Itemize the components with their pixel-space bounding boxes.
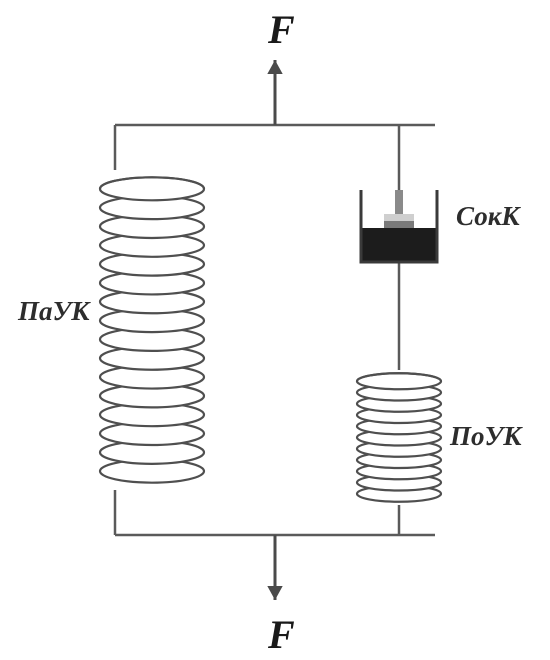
piston-top: [384, 214, 414, 221]
force-label-bottom: F: [267, 612, 295, 657]
label-pouk: ПоУК: [449, 421, 523, 451]
left-spring: [100, 170, 204, 483]
dashpot: [361, 190, 437, 262]
label-pauk: ПаУК: [17, 296, 91, 326]
right-spring: [357, 370, 441, 502]
force-label-top: F: [267, 7, 295, 52]
piston-rod: [395, 190, 403, 214]
label-sokk: СокК: [456, 201, 521, 231]
dashpot-fluid: [361, 228, 437, 262]
muscle-model-diagram: F F ПаУК ПоУК СокК: [0, 0, 550, 660]
piston-bot: [384, 221, 414, 228]
